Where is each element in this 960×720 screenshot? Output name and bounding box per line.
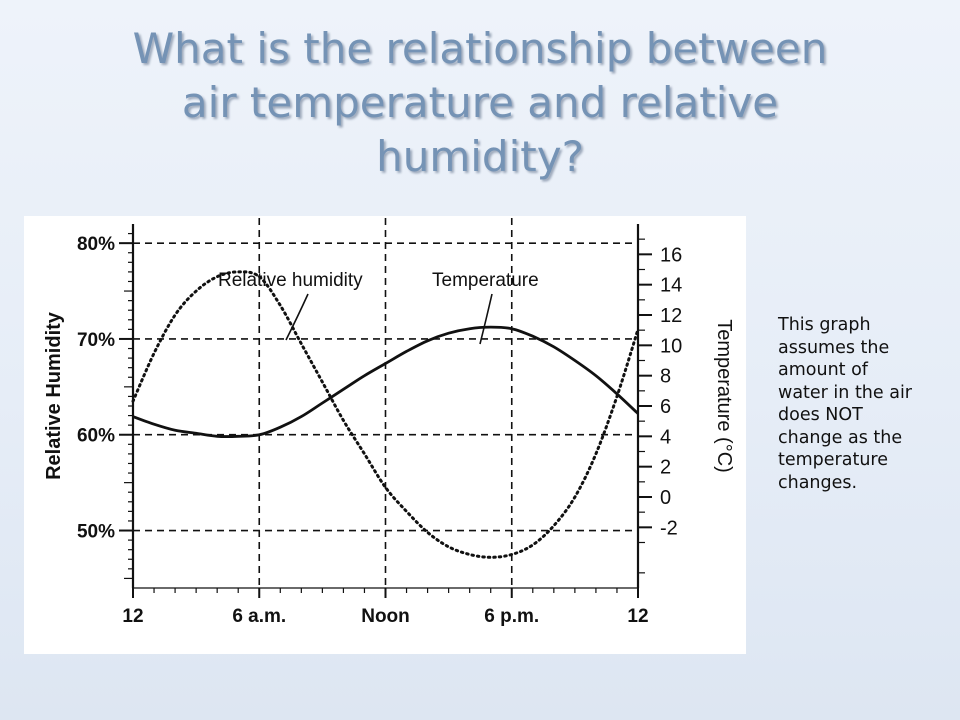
x-tick-label: 12 [627, 606, 648, 627]
note-line-4: water in the air [778, 382, 913, 403]
title-line-2: air temperature and relative [181, 78, 779, 127]
note-line-8: changes. [778, 472, 858, 493]
y2-tick-label: 4 [660, 426, 671, 448]
chart-panel: 50% 60% 70% 80% -2 0 2 4 6 8 10 12 14 16 12 6 a.m. Noon 6… [24, 216, 746, 654]
note-line-2: assumes the [778, 337, 890, 358]
y-axis-title: Relative Humidity [43, 311, 65, 480]
note-line-3: amount of [778, 360, 868, 380]
y-tick-label: 60% [77, 426, 115, 447]
x-tick-label: Noon [361, 606, 410, 627]
annotation-leader-temp [479, 293, 493, 345]
relative-humidity-line [131, 270, 640, 559]
slide-title: What is the relationship between air tem… [60, 22, 900, 184]
y2-tick-label: -2 [660, 517, 678, 539]
note-line-7: temperature [778, 450, 888, 470]
y2-axis-title: Temperature (°C) [713, 319, 735, 473]
note-line-5: does NOT [778, 405, 863, 425]
y2-tick-label: 0 [660, 487, 671, 509]
humidity-temperature-chart: 50% 60% 70% 80% -2 0 2 4 6 8 10 12 14 16 12 6 a.m. Noon 6… [43, 218, 735, 627]
y2-tick-label: 12 [660, 305, 682, 327]
x-tick-label: 12 [122, 606, 143, 627]
side-note: This graph assumes the amount of water i… [778, 314, 948, 494]
y2-tick-label: 16 [660, 244, 682, 266]
title-line-3: humidity? [376, 132, 584, 181]
y-tick-label: 80% [77, 234, 115, 255]
note-line-1: This graph [778, 315, 871, 335]
y-tick-label: 70% [77, 330, 115, 351]
y2-tick-label: 6 [660, 396, 671, 418]
note-line-6: change as the [778, 427, 903, 448]
x-tick-label: 6 a.m. [232, 606, 286, 627]
temperature-line [132, 325, 639, 438]
annotation-temperature: Temperature [432, 270, 539, 291]
annotation-leader-rh [285, 293, 309, 341]
y2-tick-label: 10 [660, 335, 682, 357]
title-line-1: What is the relationship between [132, 24, 828, 73]
x-tick-label: 6 p.m. [484, 606, 539, 627]
y2-tick-label: 2 [660, 457, 671, 479]
y-tick-label: 50% [77, 522, 115, 543]
annotation-relative-humidity: Relative humidity [218, 270, 363, 291]
y2-tick-label: 14 [660, 275, 682, 297]
y2-tick-label: 8 [660, 366, 671, 388]
